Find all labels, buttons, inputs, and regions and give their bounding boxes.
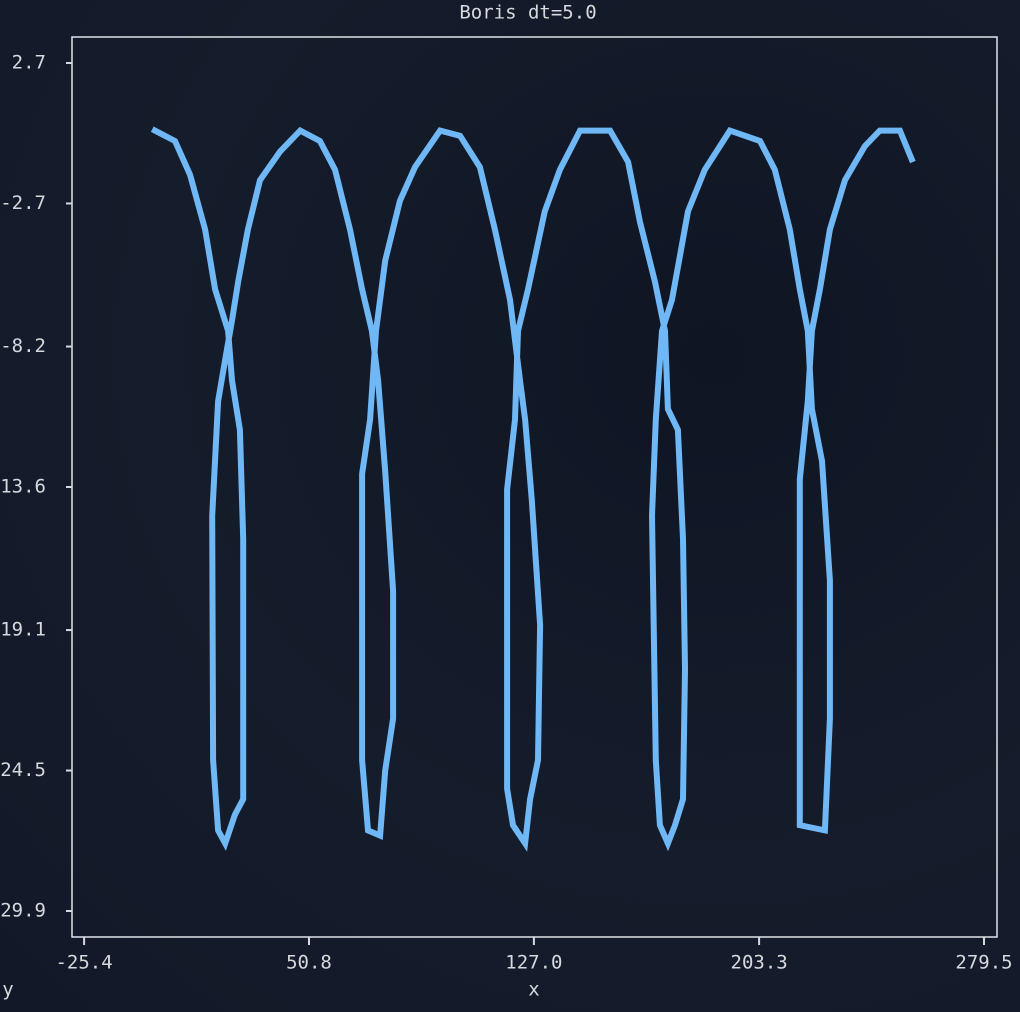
y-tick-label: -13.6 xyxy=(0,476,46,498)
y-tick-label: -2.7 xyxy=(0,192,46,214)
y-axis-label: y xyxy=(2,979,13,1001)
x-tick-label: 50.8 xyxy=(286,952,332,974)
x-tick-label: 203.3 xyxy=(731,952,788,974)
chart-title: Boris dt=5.0 xyxy=(459,2,596,24)
y-tick-label: -19.1 xyxy=(0,619,46,641)
trajectory-line xyxy=(150,126,916,852)
y-tick-label: -29.9 xyxy=(0,899,46,921)
y-tick-label: -8.2 xyxy=(0,335,46,357)
x-tick-label: 279.5 xyxy=(955,952,1012,974)
x-tick-label: -25.4 xyxy=(55,952,112,974)
y-tick-label: -24.5 xyxy=(0,759,46,781)
x-tick-label: 127.0 xyxy=(505,952,562,974)
x-axis-label: x xyxy=(528,979,539,1001)
y-tick-label: 2.7 xyxy=(12,52,46,74)
